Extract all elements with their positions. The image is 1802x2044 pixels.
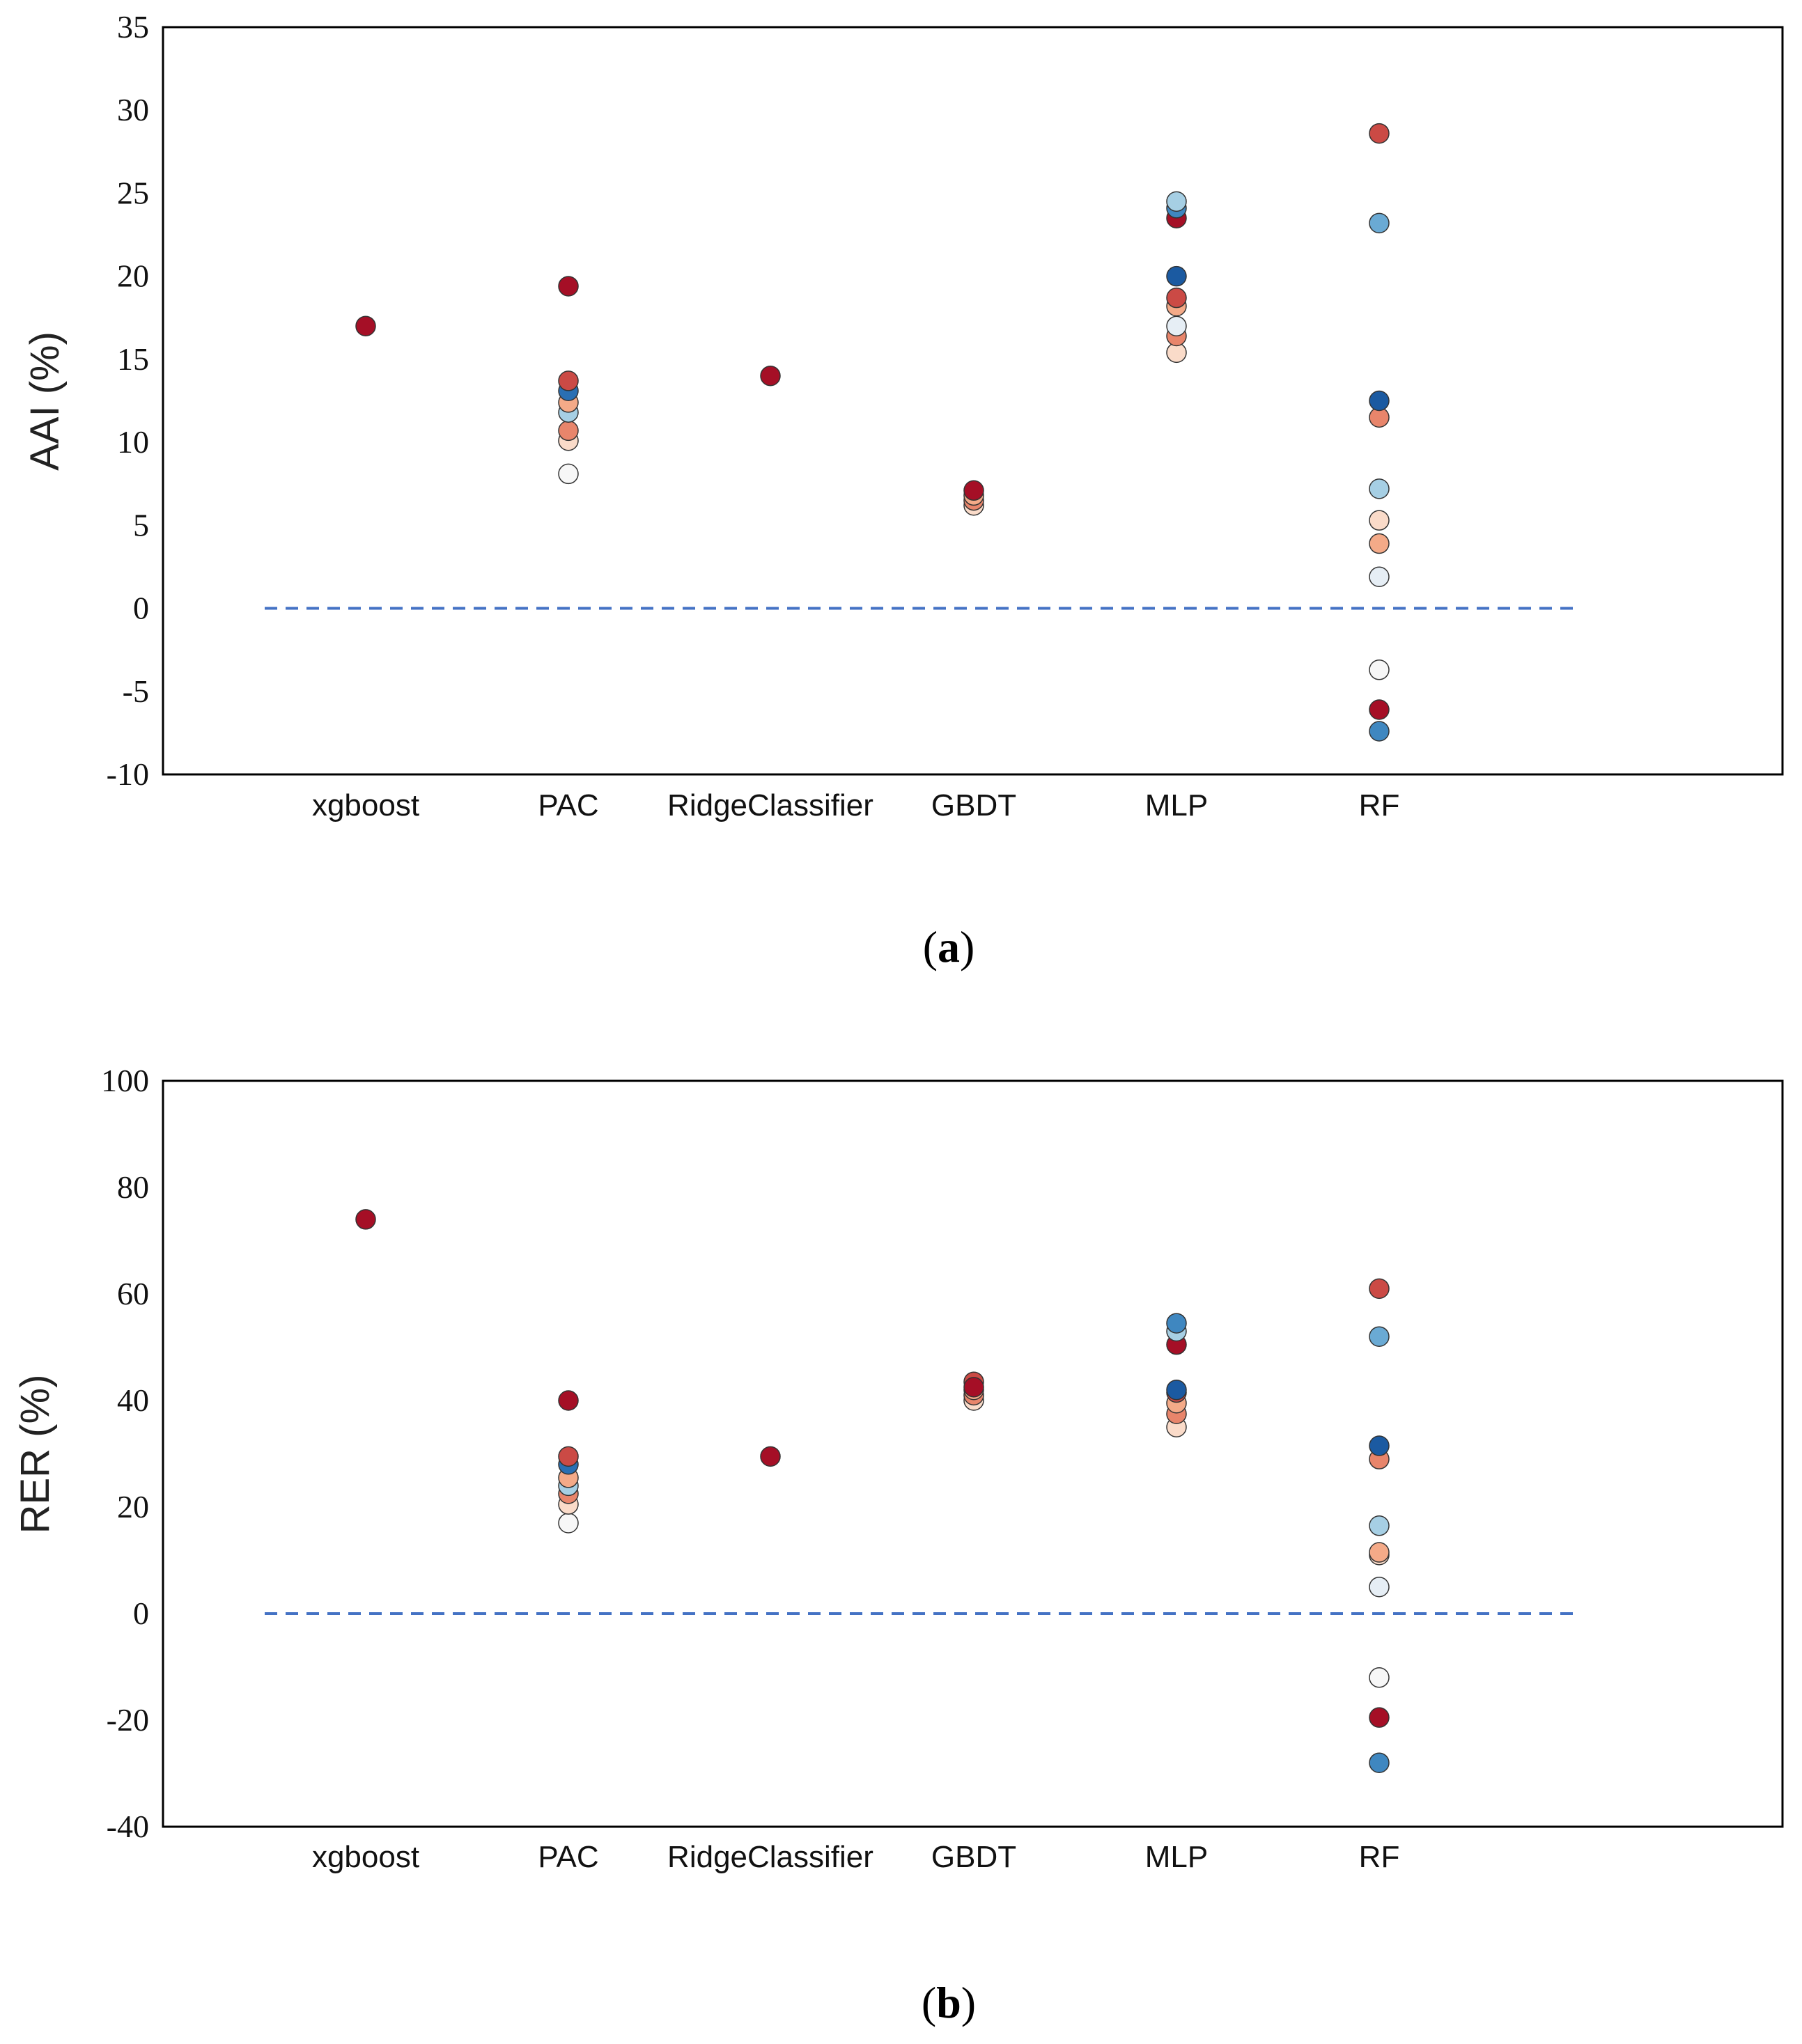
y-tick-label-b: 40: [117, 1382, 149, 1418]
scatter-point-a: [1369, 510, 1390, 531]
scatter-point-b: [1166, 1313, 1187, 1334]
panel-b: -40 -20 0 20 40 60 80 100 xgboost PAC RidgeClassi…: [13, 1063, 1784, 2027]
scatter-point-b: [760, 1446, 781, 1467]
scatter-point-b: [355, 1209, 376, 1230]
scatter-point-a: [1369, 478, 1390, 499]
y-tick-label-a: 25: [117, 175, 149, 210]
scatter-point-a: [558, 276, 579, 297]
scatter-point-b: [558, 1390, 579, 1411]
scatter-point-a: [1369, 533, 1390, 554]
y-axis-label-a: AAI (%): [22, 331, 68, 471]
panel-a: -10 -5 0 5 10 15 20 25 30 35 xgboost PAC RidgeClass…: [22, 9, 1784, 972]
scatter-point-a: [1369, 721, 1390, 742]
x-tick-label-b: RF: [1359, 1840, 1400, 1874]
scatter-point-a: [1166, 287, 1187, 309]
x-tick-label-a: RF: [1359, 788, 1400, 822]
x-tick-label-b: RidgeClassifier: [667, 1840, 873, 1874]
scatter-point-b: [558, 1446, 579, 1467]
x-tick-label-b: xgboost: [312, 1840, 419, 1874]
scatter-point-b: [1369, 1667, 1390, 1688]
scatter-point-a: [1166, 265, 1187, 287]
scatter-points-b: [355, 1209, 1390, 1773]
x-tick-label-a: GBDT: [931, 788, 1016, 822]
y-tick-label-a: 35: [117, 9, 149, 45]
x-tick-label-a: PAC: [538, 788, 598, 822]
scatter-points-a: [355, 123, 1390, 742]
scatter-point-b: [963, 1377, 984, 1398]
scatter-point-b: [1369, 1435, 1390, 1456]
x-tick-labels-b: xgboost PAC RidgeClassifier GBDT MLP RF: [312, 1840, 1399, 1874]
x-tick-label-a: xgboost: [312, 788, 419, 822]
y-tick-label-b: -20: [107, 1702, 149, 1738]
y-tick-label-b: 0: [133, 1596, 149, 1631]
plot-frame-b: [162, 1079, 1784, 1828]
x-tick-label-b: PAC: [538, 1840, 598, 1874]
scatter-point-b: [1369, 1515, 1390, 1536]
y-tick-label-b: 100: [101, 1063, 149, 1098]
y-tick-label-a: -5: [123, 673, 149, 709]
y-tick-label-a: 15: [117, 341, 149, 377]
x-tick-label-b: MLP: [1145, 1840, 1208, 1874]
scatter-point-a: [1369, 212, 1390, 234]
plot-frame-a: [162, 26, 1784, 776]
scatter-point-a: [1166, 191, 1187, 212]
scatter-point-b: [1369, 1278, 1390, 1300]
scatter-point-a: [355, 315, 376, 336]
scatter-point-b: [1369, 1707, 1390, 1728]
y-tick-labels-a: -10 -5 0 5 10 15 20 25 30 35: [107, 9, 149, 792]
caption-a: (a): [923, 922, 975, 972]
scatter-point-a: [1369, 390, 1390, 412]
scatter-point-a: [558, 420, 579, 442]
scatter-point-a: [760, 365, 781, 387]
scatter-point-a: [1369, 660, 1390, 680]
x-tick-label-b: GBDT: [931, 1840, 1016, 1874]
y-tick-label-b: 60: [117, 1276, 149, 1311]
x-tick-label-a: RidgeClassifier: [667, 788, 873, 822]
y-tick-label-a: 0: [133, 591, 149, 626]
x-tick-label-a: MLP: [1145, 788, 1208, 822]
scatter-point-b: [1369, 1542, 1390, 1563]
scatter-point-a: [963, 480, 984, 501]
scatter-point-b: [1369, 1577, 1390, 1598]
scatter-point-a: [1369, 566, 1390, 588]
y-tick-label-a: 30: [117, 92, 149, 127]
scatter-point-a: [558, 370, 579, 391]
y-tick-label-a: 20: [117, 258, 149, 294]
y-tick-labels-b: -40 -20 0 20 40 60 80 100: [101, 1063, 149, 1844]
y-tick-label-b: 80: [117, 1169, 149, 1205]
scatter-point-b: [1369, 1752, 1390, 1773]
scatter-point-a: [1369, 123, 1390, 144]
x-tick-labels-a: xgboost PAC RidgeClassifier GBDT MLP RF: [312, 788, 1399, 822]
scatter-point-b: [1369, 1326, 1390, 1347]
scatter-point-a: [1369, 699, 1390, 720]
scatter-point-b: [1166, 1379, 1187, 1401]
y-tick-label-b: 20: [117, 1489, 149, 1524]
y-axis-label-b: RER (%): [13, 1375, 58, 1534]
caption-b: (b): [922, 1978, 976, 2027]
y-tick-label-b: -40: [107, 1809, 149, 1844]
y-tick-label-a: -10: [107, 756, 149, 792]
scatter-point-b: [558, 1513, 579, 1534]
y-tick-label-a: 10: [117, 424, 149, 460]
scatter-point-a: [558, 463, 579, 485]
scatter-point-a: [1166, 315, 1187, 336]
y-tick-label-a: 5: [133, 507, 149, 543]
